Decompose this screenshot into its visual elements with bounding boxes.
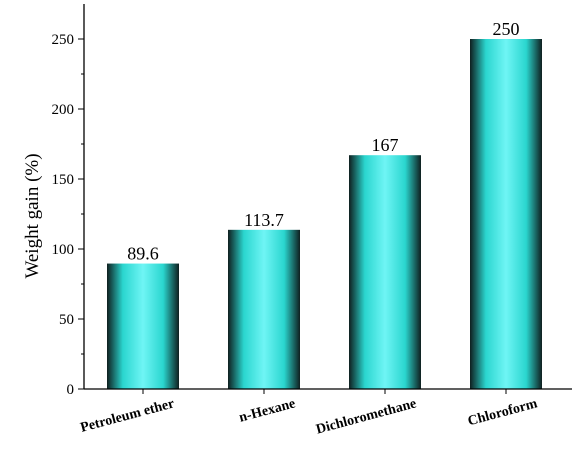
y-tick-label-5: 250 <box>52 32 75 48</box>
data-label-3: 250 <box>493 19 520 39</box>
data-label-1: 113.7 <box>244 210 284 230</box>
y-tick-label-2: 100 <box>52 242 75 258</box>
y-tick-label-0: 0 <box>67 382 75 398</box>
y-tick-label-1: 50 <box>59 312 74 328</box>
data-label-0: 89.6 <box>127 244 159 264</box>
data-label-2: 167 <box>372 135 399 155</box>
bar-2 <box>349 155 421 389</box>
y-tick-label-4: 200 <box>52 102 75 118</box>
x-tick-label-3: Chloroform <box>466 396 539 429</box>
x-tick-label-2: Dichloromethane <box>314 396 418 437</box>
x-tick-label-0: Petroleum ether <box>79 396 176 435</box>
y-tick-label-3: 150 <box>52 172 75 188</box>
bar-1 <box>228 229 300 389</box>
bar-3 <box>470 39 542 389</box>
y-axis-title: Weight gain (%) <box>22 153 43 278</box>
x-tick-label-1: n-Hexane <box>238 396 297 425</box>
bar-0 <box>107 263 179 389</box>
